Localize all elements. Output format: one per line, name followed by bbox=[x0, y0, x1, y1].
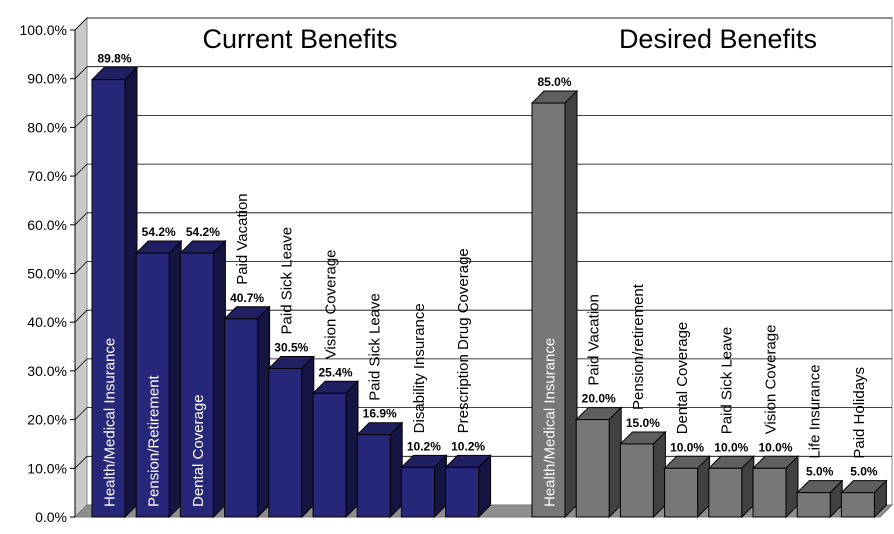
bar-side bbox=[652, 430, 666, 519]
bar bbox=[531, 102, 566, 518]
y-tick-label: 0.0% bbox=[35, 509, 67, 525]
value-label: 16.9% bbox=[363, 407, 397, 421]
gridline-side bbox=[74, 407, 88, 420]
category-label: Pension/Retirement bbox=[146, 374, 163, 507]
category-label: Paid Vacation bbox=[234, 193, 251, 284]
value-label: 10.0% bbox=[670, 440, 704, 454]
value-label: 25.4% bbox=[318, 365, 352, 379]
bar bbox=[796, 492, 831, 518]
value-label: 10.2% bbox=[451, 439, 485, 453]
bar-side bbox=[257, 305, 271, 519]
bar-side bbox=[301, 355, 315, 519]
bar-side bbox=[389, 421, 403, 519]
category-label: Dental Coverage bbox=[674, 322, 691, 435]
gridline-side bbox=[74, 17, 88, 31]
panel-title: Current Benefits bbox=[202, 24, 397, 54]
bar-side bbox=[608, 406, 622, 519]
bar bbox=[664, 467, 699, 518]
bar bbox=[356, 434, 391, 518]
bar bbox=[708, 467, 743, 518]
value-label: 85.0% bbox=[537, 75, 571, 89]
gridline-side bbox=[74, 309, 88, 323]
bar bbox=[91, 79, 126, 518]
value-label: 54.2% bbox=[186, 225, 220, 239]
gridline-side bbox=[74, 163, 88, 177]
category-label: Vision Coverage bbox=[763, 325, 780, 435]
category-label: Paid Holidays bbox=[851, 367, 868, 459]
category-label: Paid Sick Leave bbox=[278, 227, 295, 335]
value-label: 15.0% bbox=[626, 416, 660, 430]
panel-title: Desired Benefits bbox=[619, 24, 817, 54]
value-label: 10.0% bbox=[714, 440, 748, 454]
category-label: Paid Sick Leave bbox=[367, 293, 384, 401]
value-label: 10.0% bbox=[758, 440, 792, 454]
bar-side bbox=[168, 239, 182, 519]
category-label: Health/Medical Insurance bbox=[542, 338, 559, 507]
bar bbox=[312, 392, 347, 518]
bar bbox=[619, 443, 654, 518]
bar bbox=[400, 466, 435, 518]
category-label: Dental Coverage bbox=[190, 394, 207, 507]
y-tick-label: 100.0% bbox=[20, 22, 67, 38]
category-label: Vision Coverage bbox=[323, 250, 340, 360]
y-tick-label: 80.0% bbox=[27, 119, 67, 135]
category-label: Health/Medical Insurance bbox=[102, 338, 119, 507]
bar bbox=[224, 318, 259, 518]
category-label: Paid Vacation bbox=[586, 294, 603, 385]
value-label: 20.0% bbox=[582, 392, 616, 406]
y-tick-label: 70.0% bbox=[27, 168, 67, 184]
value-label: 54.2% bbox=[142, 225, 176, 239]
bar-side bbox=[345, 380, 359, 519]
bar bbox=[575, 419, 610, 518]
y-tick-label: 60.0% bbox=[27, 217, 67, 233]
gridline-side bbox=[74, 212, 88, 226]
category-label: Paid Sick Leave bbox=[718, 327, 735, 435]
category-label: Disability Insurance bbox=[411, 303, 428, 433]
bar bbox=[268, 367, 303, 518]
y-tick-label: 40.0% bbox=[27, 314, 67, 330]
gridline-side bbox=[74, 456, 88, 469]
category-label: Prescription Drug Coverage bbox=[455, 248, 472, 433]
bar bbox=[135, 252, 170, 518]
value-label: 30.5% bbox=[274, 340, 308, 354]
bar-side bbox=[564, 89, 578, 519]
value-label: 89.8% bbox=[97, 52, 131, 66]
y-tick-label: 90.0% bbox=[27, 71, 67, 87]
y-tick-label: 10.0% bbox=[27, 460, 67, 476]
gridline-side bbox=[74, 66, 88, 79]
gridline-side bbox=[74, 358, 88, 372]
gridline-side bbox=[74, 261, 88, 274]
bar bbox=[840, 492, 875, 518]
bar-side bbox=[212, 239, 226, 519]
y-tick-label: 50.0% bbox=[27, 266, 67, 282]
bar bbox=[179, 252, 214, 518]
value-label: 40.7% bbox=[230, 291, 264, 305]
value-label: 10.2% bbox=[407, 439, 441, 453]
gridline-side bbox=[74, 115, 88, 128]
value-label: 5.0% bbox=[806, 465, 834, 479]
category-label: Pension/retirement bbox=[630, 283, 647, 410]
category-label: Life Insurance bbox=[807, 364, 824, 458]
bar bbox=[752, 467, 787, 518]
bar-side bbox=[124, 66, 138, 519]
y-tick-label: 20.0% bbox=[27, 412, 67, 428]
y-tick-label: 30.0% bbox=[27, 363, 67, 379]
value-label: 5.0% bbox=[850, 465, 878, 479]
bar bbox=[445, 466, 480, 518]
